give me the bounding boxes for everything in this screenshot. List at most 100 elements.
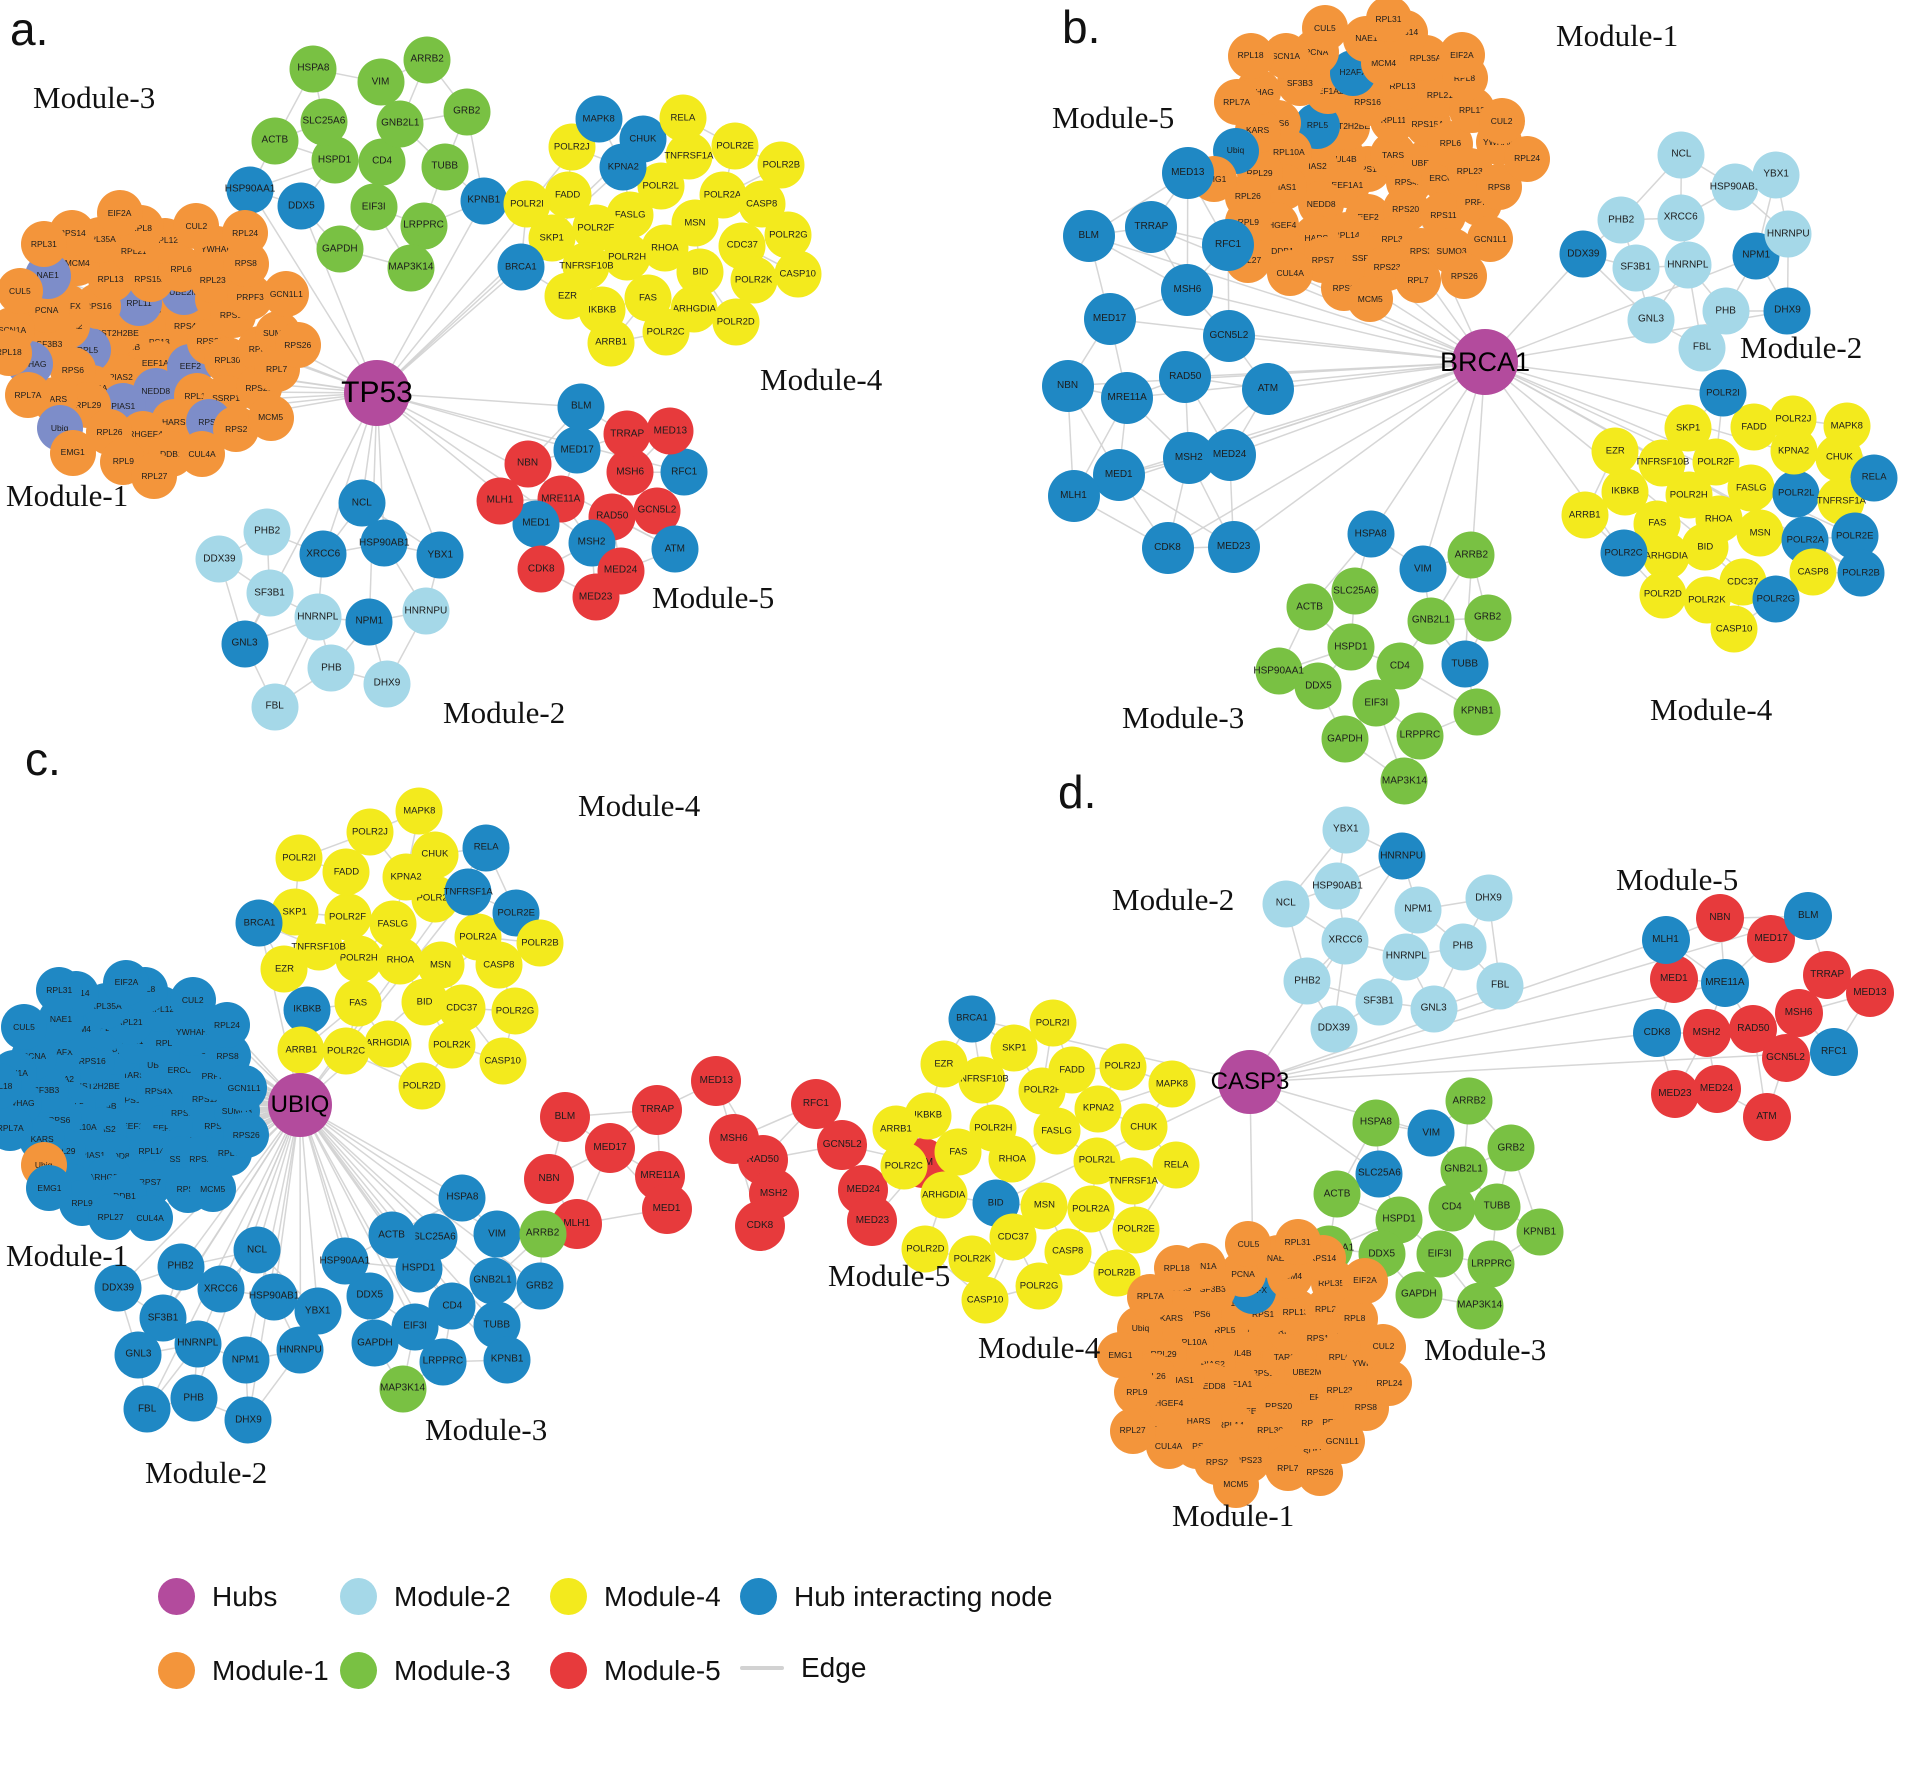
protein-node[interactable]: RPL24	[1504, 135, 1551, 182]
protein-node[interactable]: POLR2D	[901, 1225, 949, 1273]
protein-node[interactable]: TRRAP	[603, 410, 651, 458]
protein-node[interactable]: POLR2I	[1699, 369, 1747, 417]
protein-node[interactable]: NCL	[1262, 880, 1310, 928]
protein-node[interactable]: LRPPRC	[419, 1338, 467, 1386]
protein-node[interactable]: CUL4A	[1267, 250, 1314, 297]
protein-node[interactable]: GCN1L1	[263, 271, 310, 318]
protein-node[interactable]: HSP90AA1	[319, 1237, 370, 1285]
protein-node[interactable]: RELA	[1152, 1141, 1200, 1189]
protein-node[interactable]: ACTB	[1286, 583, 1334, 631]
protein-node[interactable]: MED24	[1203, 428, 1256, 481]
protein-node[interactable]: GCN5L2	[1202, 310, 1255, 363]
protein-node[interactable]: POLR2J	[1769, 395, 1817, 443]
protein-node[interactable]: GNB2L1	[469, 1257, 517, 1305]
protein-node[interactable]: POLR2D	[712, 298, 760, 346]
protein-node[interactable]: SKP1	[990, 1024, 1038, 1072]
protein-node[interactable]: GNB2L1	[376, 100, 424, 148]
protein-node[interactable]: POLR2E	[711, 122, 759, 170]
protein-node[interactable]: CUL5	[1301, 5, 1348, 52]
protein-node[interactable]: RFC1	[790, 1078, 841, 1129]
protein-node[interactable]: EZR	[260, 945, 308, 993]
protein-node[interactable]: YBX1	[1752, 151, 1800, 199]
hub-node-casp3[interactable]: CASP3	[1211, 1050, 1289, 1114]
protein-node[interactable]: KPNB1	[460, 177, 508, 225]
protein-node[interactable]: CDK8	[734, 1201, 785, 1252]
protein-node[interactable]: MLH1	[1641, 915, 1690, 964]
protein-node[interactable]: POLR2G	[1752, 575, 1800, 623]
protein-node[interactable]: CDK8	[1632, 1008, 1681, 1057]
protein-node[interactable]: POLR2K	[730, 256, 778, 304]
hub-node-brca1[interactable]: BRCA1	[1440, 329, 1530, 395]
protein-node[interactable]: RPL18	[1227, 32, 1274, 79]
protein-node[interactable]: KPNB1	[1516, 1208, 1564, 1256]
protein-node[interactable]: POLR2J	[1099, 1043, 1147, 1091]
protein-node[interactable]: ARRB1	[277, 1026, 325, 1074]
protein-node[interactable]: NCL	[338, 479, 386, 527]
protein-node[interactable]: CASP10	[479, 1037, 527, 1085]
protein-node[interactable]: DHX9	[1763, 287, 1811, 335]
protein-node[interactable]: RFC1	[660, 448, 708, 496]
protein-node[interactable]: SF3B1	[1612, 244, 1660, 292]
protein-node[interactable]: HSP90AB1	[359, 519, 410, 567]
protein-node[interactable]: XRCC6	[1321, 917, 1369, 965]
protein-node[interactable]: GNB2L1	[1440, 1146, 1488, 1194]
protein-node[interactable]: CHUK	[1120, 1103, 1168, 1151]
protein-node[interactable]: IKBKB	[283, 986, 331, 1034]
protein-node[interactable]: RPS26	[1297, 1449, 1343, 1496]
protein-node[interactable]: CUL5	[1, 1004, 47, 1051]
protein-node[interactable]: MED24	[1692, 1065, 1741, 1114]
protein-node[interactable]: POLR2D	[1639, 571, 1687, 619]
protein-node[interactable]: GRB2	[1464, 594, 1512, 642]
protein-node[interactable]: HSPA8	[289, 45, 337, 93]
protein-node[interactable]: POLR2J	[548, 123, 596, 171]
protein-node[interactable]: LRPPRC	[1467, 1240, 1515, 1288]
protein-node[interactable]: POLR2G	[764, 211, 812, 259]
protein-node[interactable]: TUBB	[421, 143, 469, 191]
protein-node[interactable]: RPL18	[0, 1063, 23, 1110]
protein-node[interactable]: MSH6	[1161, 264, 1214, 317]
protein-node[interactable]: CUL4A	[1145, 1423, 1192, 1470]
protein-node[interactable]: HSPA8	[1352, 1099, 1400, 1147]
protein-node[interactable]: POLR2E	[1112, 1206, 1160, 1254]
protein-node[interactable]: TRRAP	[632, 1084, 683, 1135]
protein-node[interactable]: HNRNPL	[294, 593, 342, 641]
protein-node[interactable]: MED1	[641, 1183, 692, 1234]
protein-node[interactable]: EIF3I	[1416, 1230, 1464, 1278]
protein-node[interactable]: ARRB2	[403, 36, 451, 84]
protein-node[interactable]: VIM	[473, 1210, 521, 1258]
protein-node[interactable]: MSN	[1736, 509, 1784, 557]
protein-node[interactable]: PHB	[1439, 923, 1487, 971]
protein-node[interactable]: FBL	[1678, 324, 1726, 372]
protein-node[interactable]: MAP3K14	[387, 244, 435, 292]
protein-node[interactable]: GNL3	[221, 620, 269, 668]
protein-node[interactable]: FBL	[123, 1385, 171, 1433]
protein-node[interactable]: TNFRSF1A	[444, 868, 493, 916]
protein-node[interactable]: ARRB1	[872, 1105, 920, 1153]
protein-node[interactable]: DDX5	[277, 182, 325, 230]
protein-node[interactable]: GRB2	[443, 88, 491, 136]
protein-node[interactable]: BLM	[1784, 892, 1833, 941]
protein-node[interactable]: MRE11A	[1700, 959, 1749, 1008]
protein-node[interactable]: MCM5	[189, 1166, 236, 1213]
protein-node[interactable]: MSH6	[1774, 988, 1823, 1037]
protein-node[interactable]: ACTB	[251, 117, 299, 165]
protein-node[interactable]: MED23	[1207, 520, 1260, 573]
protein-node[interactable]: CDK8	[517, 545, 565, 593]
protein-node[interactable]: POLR2G	[1015, 1262, 1063, 1310]
protein-node[interactable]: MSN	[671, 199, 719, 247]
protein-node[interactable]: GAPDH	[1321, 715, 1369, 763]
protein-node[interactable]: FADD	[1730, 403, 1778, 451]
protein-node[interactable]: CUL4A	[179, 431, 226, 478]
protein-node[interactable]: NBN	[1695, 894, 1744, 943]
protein-node[interactable]: POLR2L	[1772, 470, 1820, 518]
protein-node[interactable]: VIM	[1407, 1109, 1455, 1157]
protein-node[interactable]: FADD	[544, 171, 592, 219]
protein-node[interactable]: FADD	[1048, 1046, 1096, 1094]
protein-node[interactable]: TRRAP	[1803, 951, 1852, 1000]
protein-node[interactable]: HNRNPL	[1664, 241, 1712, 289]
protein-node[interactable]: RPL7A	[1127, 1273, 1174, 1320]
protein-node[interactable]: POLR2G	[491, 987, 539, 1035]
protein-node[interactable]: TUBB	[1441, 640, 1489, 688]
protein-node[interactable]: EIF2A	[96, 190, 143, 237]
protein-node[interactable]: VIM	[357, 58, 404, 106]
